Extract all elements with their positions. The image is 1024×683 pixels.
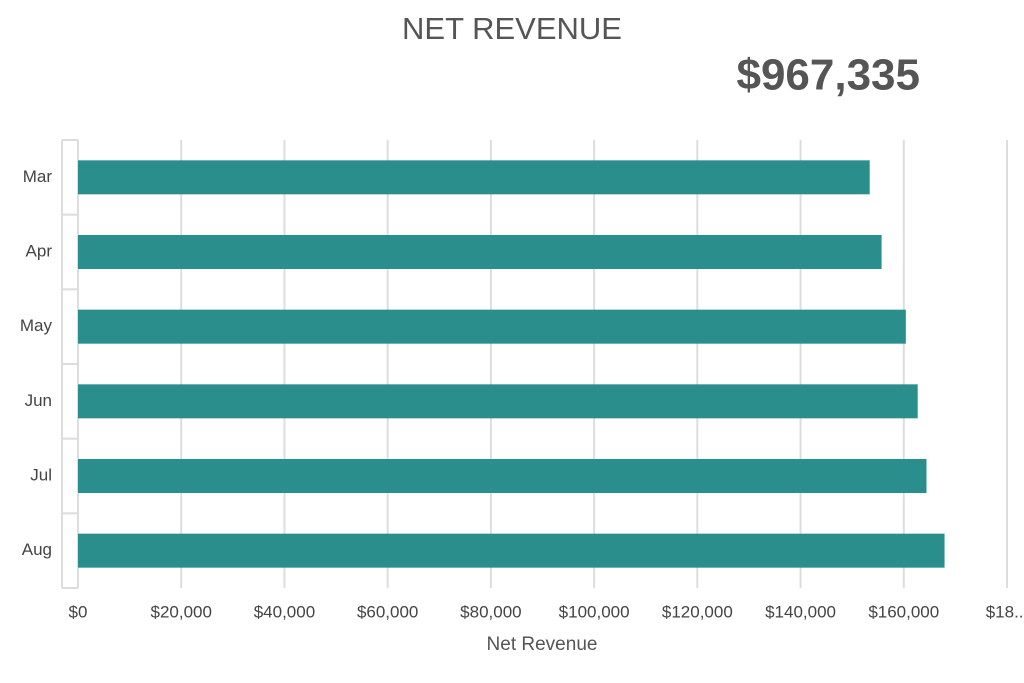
x-tick-label: $60,000: [357, 602, 418, 621]
chart-title: NET REVENUE: [402, 11, 622, 46]
x-tick-label: $160,000: [868, 602, 939, 621]
bar: [78, 160, 870, 195]
x-tick-label: $120,000: [662, 602, 733, 621]
y-tick-label: Aug: [22, 540, 52, 559]
x-tick-label: $40,000: [254, 602, 315, 621]
bar: [78, 459, 927, 493]
bar: [78, 533, 945, 568]
y-tick-label: May: [20, 316, 53, 335]
y-tick-label: Jun: [25, 391, 52, 410]
bar: [78, 384, 918, 419]
total-value: $967,335: [736, 51, 920, 100]
x-tick-label: $140,000: [765, 602, 836, 621]
bar: [78, 235, 882, 269]
y-tick-label: Jul: [30, 465, 52, 484]
y-tick-label: Apr: [26, 241, 53, 260]
x-tick-label: $100,000: [559, 602, 630, 621]
y-tick-label: Mar: [23, 167, 53, 186]
x-tick-label: $80,000: [460, 602, 521, 621]
x-tick-label: $18...: [986, 602, 1024, 621]
bar: [78, 309, 906, 344]
x-tick-label: $20,000: [150, 602, 211, 621]
x-axis-label: Net Revenue: [487, 634, 598, 655]
x-tick-label: $0: [69, 602, 88, 621]
